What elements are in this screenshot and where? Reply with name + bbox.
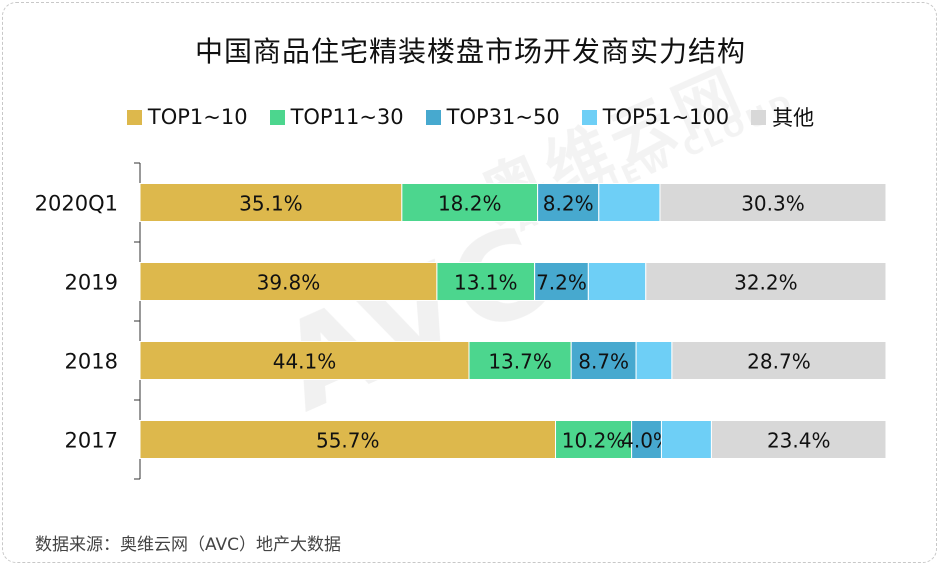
data-label: 18.2% bbox=[438, 192, 502, 216]
data-label: 23.4% bbox=[767, 429, 831, 453]
data-label: 13.7% bbox=[488, 350, 552, 374]
bar-segment bbox=[660, 420, 712, 459]
legend-item-2: TOP31~50 bbox=[425, 105, 560, 129]
bar-segment bbox=[139, 262, 438, 301]
legend-label: TOP1~10 bbox=[147, 105, 248, 129]
data-label: 13.1% bbox=[454, 271, 518, 295]
bar-segment bbox=[631, 420, 662, 459]
data-label: 28.7% bbox=[747, 350, 811, 374]
bar-segment bbox=[139, 183, 403, 222]
data-label: 35.1% bbox=[239, 192, 303, 216]
bar-segment bbox=[139, 420, 557, 459]
data-label: 8.2% bbox=[543, 192, 594, 216]
bar-segment bbox=[570, 341, 637, 380]
bar-segment bbox=[710, 420, 887, 459]
bar-segment bbox=[468, 341, 572, 380]
legend-item-0: TOP1~10 bbox=[126, 105, 248, 129]
bar-segment bbox=[139, 341, 470, 380]
data-label: 10.2% bbox=[562, 429, 626, 453]
category-label: 2018 bbox=[65, 350, 118, 374]
chart-legend: TOP1~10 TOP11~30 TOP31~50 TOP51~100 其他 bbox=[0, 103, 941, 131]
data-label: 44.1% bbox=[273, 350, 337, 374]
bar-segment bbox=[671, 341, 887, 380]
legend-item-4: 其他 bbox=[751, 102, 814, 132]
data-source-note: 数据来源：奥维云网（AVC）地产大数据 bbox=[35, 535, 342, 555]
legend-item-1: TOP11~30 bbox=[269, 105, 404, 129]
legend-label: TOP11~30 bbox=[290, 105, 404, 129]
data-label: 32.2% bbox=[734, 271, 798, 295]
data-label: 39.8% bbox=[257, 271, 321, 295]
chart-title: 中国商品住宅精装楼盘市场开发商实力结构 bbox=[194, 35, 746, 68]
bar-segment bbox=[587, 262, 647, 301]
legend-swatch bbox=[581, 109, 597, 125]
bar-segment bbox=[659, 183, 887, 222]
legend-swatch bbox=[269, 109, 285, 125]
data-label: 55.7% bbox=[316, 429, 380, 453]
legend-swatch bbox=[425, 109, 441, 125]
legend-item-3: TOP51~100 bbox=[581, 105, 730, 129]
legend-swatch bbox=[751, 109, 767, 125]
data-label: 7.2% bbox=[536, 271, 587, 295]
bar-segment bbox=[436, 262, 536, 301]
legend-swatch bbox=[126, 109, 142, 125]
bar-segment bbox=[598, 183, 661, 222]
legend-label: TOP51~100 bbox=[602, 105, 730, 129]
bar-segment bbox=[645, 262, 887, 301]
data-label: 8.7% bbox=[578, 350, 629, 374]
category-label: 2019 bbox=[65, 271, 118, 295]
category-label: 2020Q1 bbox=[35, 192, 118, 216]
category-label: 2017 bbox=[65, 429, 118, 453]
data-label: 30.3% bbox=[741, 192, 805, 216]
legend-label: TOP31~50 bbox=[446, 105, 560, 129]
bar-segment bbox=[401, 183, 539, 222]
bar-segment bbox=[635, 341, 673, 380]
legend-label: 其他 bbox=[772, 106, 815, 130]
